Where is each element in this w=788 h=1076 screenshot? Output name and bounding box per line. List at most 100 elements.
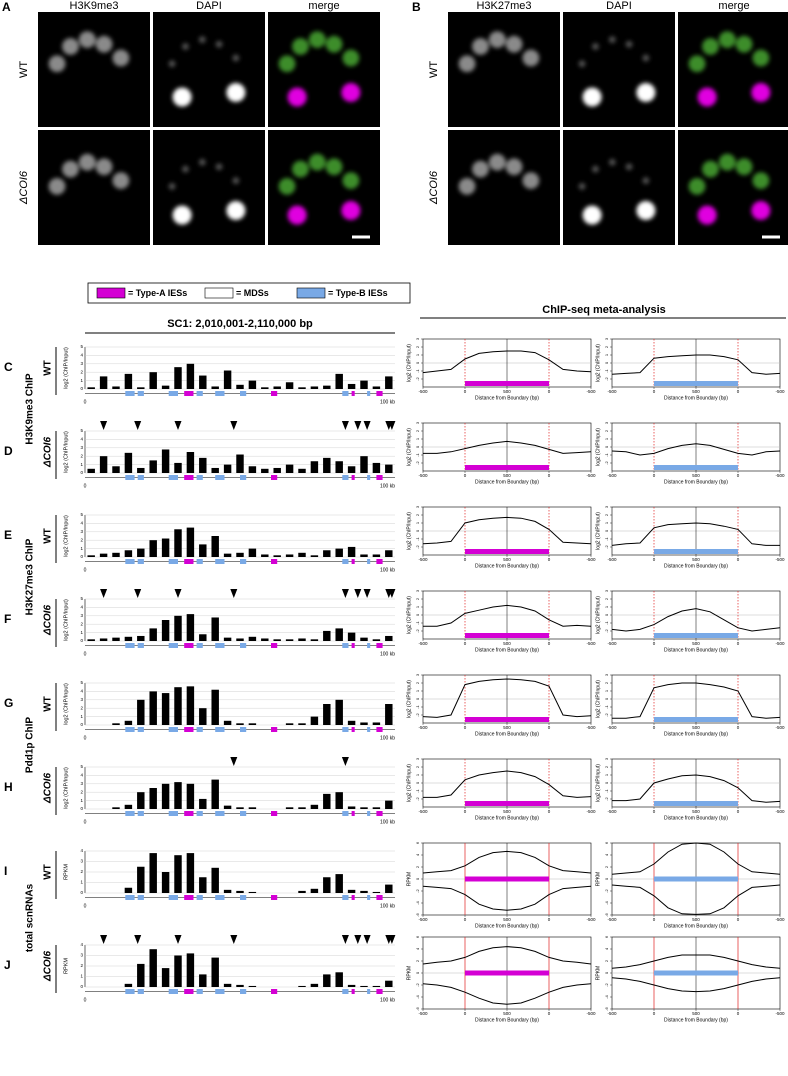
x-axis-label: Distance from Boundary (bp) bbox=[664, 923, 728, 929]
annotation-segment bbox=[196, 895, 203, 900]
y-tick-label: 1 bbox=[604, 605, 609, 608]
y-tick-label: 2 bbox=[604, 597, 609, 600]
x-tick-label: 0 bbox=[84, 399, 87, 405]
channel-label: DAPI bbox=[606, 0, 632, 12]
annotation-segment bbox=[271, 391, 278, 396]
annotation-segment bbox=[342, 895, 349, 900]
x-tick-label: 0 bbox=[548, 389, 551, 394]
arrowhead bbox=[363, 589, 371, 598]
y-tick-label: 0 bbox=[80, 638, 83, 643]
annotation-segment bbox=[125, 989, 135, 994]
annotation-segment bbox=[215, 989, 225, 994]
annotation-segment bbox=[240, 559, 247, 564]
meta-title: ChIP-seq meta-analysis bbox=[542, 304, 666, 316]
nucleus bbox=[308, 31, 326, 48]
x-tick-label: -500 bbox=[607, 389, 617, 394]
y-tick-label: 4 bbox=[80, 437, 83, 442]
signal-bar bbox=[335, 548, 343, 557]
channel-label: H3K9me3 bbox=[70, 0, 119, 12]
nucleus bbox=[292, 160, 309, 178]
signal-bar bbox=[360, 890, 368, 893]
x-tick-label: 500 bbox=[503, 917, 511, 922]
y-tick-label: 3 bbox=[604, 505, 609, 508]
y-tick-label: -1 bbox=[415, 536, 420, 540]
signal-bar bbox=[174, 855, 182, 893]
y-tick-label: 1 bbox=[415, 353, 420, 356]
x-tick-label: -500 bbox=[775, 917, 785, 922]
annotation-segment bbox=[240, 643, 247, 648]
annotation-segment bbox=[271, 989, 278, 994]
signal-bar bbox=[236, 723, 244, 725]
y-tick-label: 0 bbox=[604, 613, 609, 616]
x-tick-label: 500 bbox=[692, 809, 700, 814]
x-tick-label: 100 kb bbox=[380, 483, 395, 489]
nucleus bbox=[702, 38, 719, 55]
y-tick-label: -6 bbox=[604, 1006, 609, 1010]
ies-bar bbox=[654, 465, 738, 470]
x-axis-label: Distance from Boundary (bp) bbox=[475, 923, 539, 929]
signal-bar bbox=[223, 553, 232, 557]
x-tick-label: 500 bbox=[692, 557, 700, 562]
x-tick-label: 0 bbox=[737, 809, 740, 814]
annotation-segment bbox=[137, 989, 144, 994]
nucleus bbox=[48, 55, 66, 73]
nucleus bbox=[688, 177, 706, 195]
nucleus bbox=[215, 163, 223, 171]
group-label: total scnRNAs bbox=[25, 883, 36, 952]
y-tick-label: 2 bbox=[415, 959, 420, 962]
x-tick-label: 500 bbox=[692, 725, 700, 730]
ies-bar bbox=[654, 549, 738, 554]
signal-bar bbox=[236, 890, 244, 893]
annotation-segment bbox=[376, 559, 383, 564]
x-tick-label: -500 bbox=[775, 809, 785, 814]
nucleus bbox=[735, 35, 753, 53]
signal-bar bbox=[323, 550, 331, 557]
signal-bar bbox=[137, 866, 145, 893]
signal-bar bbox=[273, 555, 281, 557]
y-tick-label: 2 bbox=[80, 369, 83, 374]
y-tick-label: 4 bbox=[80, 848, 83, 853]
row-letter: I bbox=[4, 864, 7, 878]
ies-bar bbox=[465, 801, 549, 806]
x-tick-label: 0 bbox=[548, 725, 551, 730]
arrowhead bbox=[363, 421, 371, 430]
x-tick-label: 500 bbox=[692, 1011, 700, 1016]
profile-line bbox=[422, 516, 592, 545]
annotation-segment bbox=[125, 475, 135, 480]
nucleus bbox=[168, 60, 176, 68]
signal-bar bbox=[87, 387, 95, 389]
meta-y-label: log2 (ChIP/Input) bbox=[595, 680, 601, 718]
annotation-segment bbox=[168, 811, 178, 816]
annotation-segment bbox=[215, 559, 225, 564]
genotype-label: WT bbox=[43, 360, 54, 376]
annotation-segment bbox=[342, 643, 349, 648]
y-tick-label: 6 bbox=[604, 841, 609, 844]
x-tick-label: -500 bbox=[607, 557, 617, 562]
y-tick-label: -1 bbox=[415, 620, 420, 624]
signal-bar bbox=[161, 449, 170, 473]
x-tick-label: 500 bbox=[692, 641, 700, 646]
profile-line bbox=[422, 678, 592, 718]
y-tick-label: -2 bbox=[604, 544, 609, 548]
y-tick-label: 1 bbox=[415, 605, 420, 608]
y-tick-label: 1 bbox=[80, 546, 83, 551]
signal-bar bbox=[335, 792, 343, 809]
annotation-segment bbox=[367, 391, 371, 396]
x-tick-label: 0 bbox=[737, 641, 740, 646]
x-tick-label: -500 bbox=[775, 725, 785, 730]
y-tick-label: 4 bbox=[80, 942, 83, 947]
annotation-segment bbox=[215, 643, 225, 648]
signal-bar bbox=[199, 798, 207, 809]
y-tick-label: -2 bbox=[415, 888, 420, 892]
signal-bar bbox=[261, 468, 269, 473]
annotation-segment bbox=[342, 811, 349, 816]
y-tick-label: 5 bbox=[80, 344, 83, 349]
cells bbox=[278, 153, 361, 225]
y-tick-label: 6 bbox=[604, 935, 609, 938]
x-tick-label: 500 bbox=[503, 389, 511, 394]
signal-bar bbox=[223, 637, 232, 641]
signal-bar bbox=[236, 552, 244, 557]
x-axis-label: Distance from Boundary (bp) bbox=[475, 1017, 539, 1023]
signal-bar bbox=[124, 887, 133, 893]
signal-bar bbox=[347, 546, 356, 557]
